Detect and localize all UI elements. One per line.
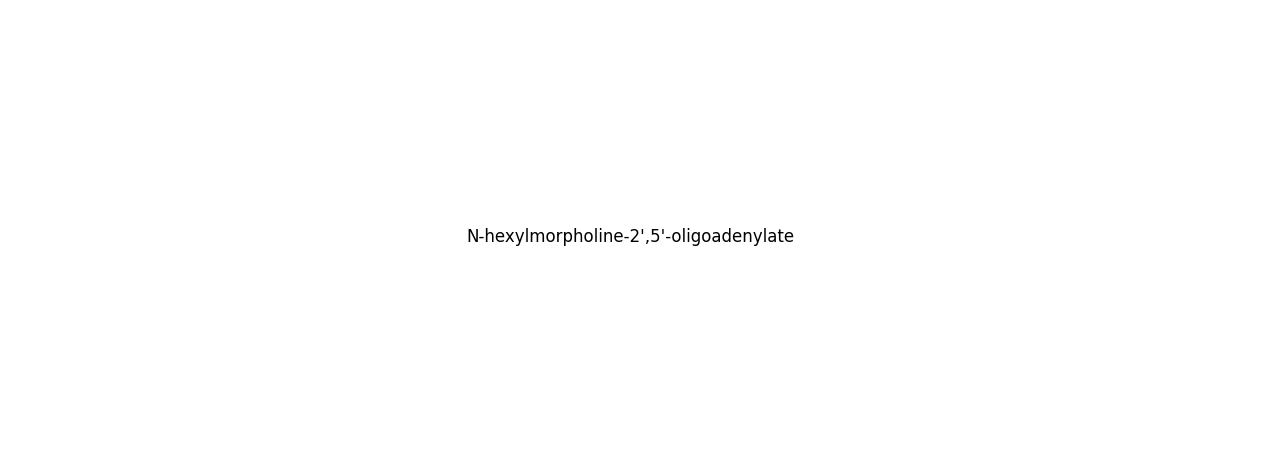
Text: N-hexylmorpholine-2',5'-oligoadenylate: N-hexylmorpholine-2',5'-oligoadenylate — [467, 228, 794, 247]
